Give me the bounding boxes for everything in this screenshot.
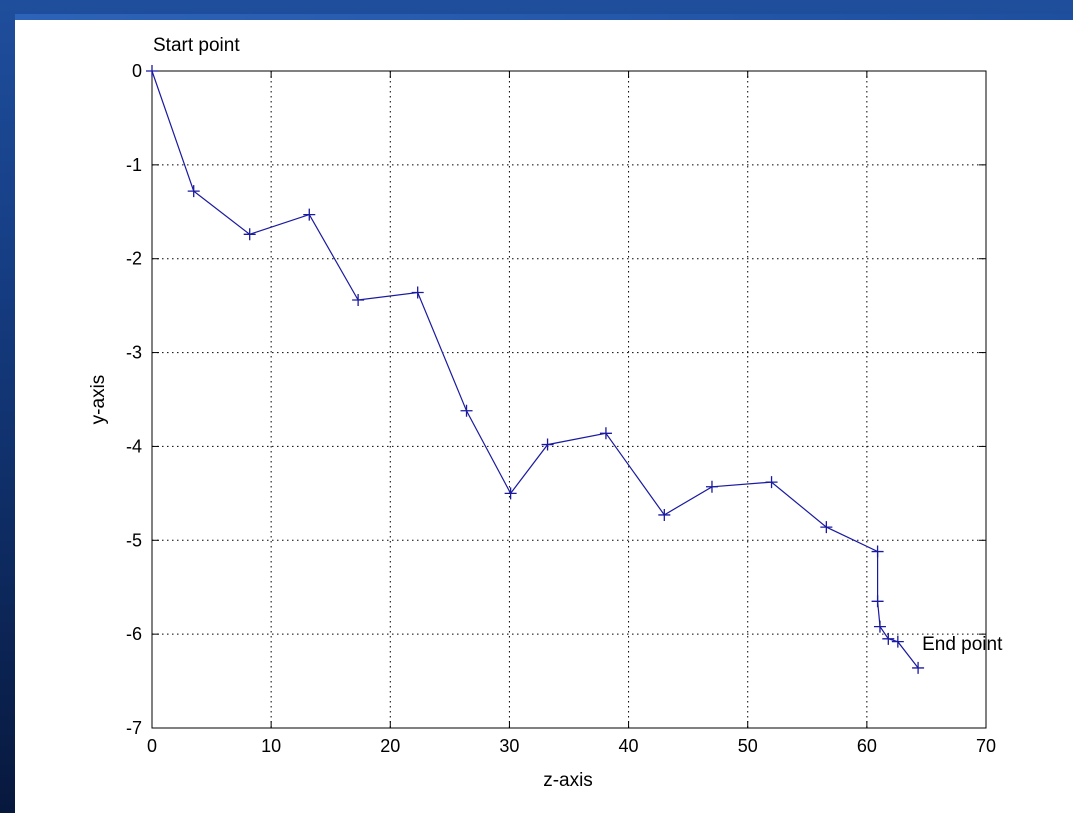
y-tick-label: -2 bbox=[126, 249, 142, 269]
x-tick-label: 10 bbox=[261, 736, 281, 756]
y-tick-label: -3 bbox=[126, 343, 142, 363]
x-tick-label: 70 bbox=[976, 736, 996, 756]
data-point bbox=[705, 480, 718, 493]
y-tick-label: -1 bbox=[126, 155, 142, 175]
series-line bbox=[151, 70, 919, 669]
data-point bbox=[541, 438, 554, 451]
figure-window bbox=[15, 14, 1073, 813]
data-point bbox=[352, 294, 365, 307]
start-point-label: Start point bbox=[153, 35, 240, 56]
x-tick-label: 40 bbox=[619, 736, 639, 756]
data-point bbox=[871, 595, 884, 608]
data-point bbox=[820, 521, 833, 534]
data-point bbox=[303, 208, 316, 221]
data-point bbox=[599, 427, 612, 440]
x-tick-label: 30 bbox=[499, 736, 519, 756]
y-axis-label: y-axis bbox=[88, 375, 109, 425]
data-point bbox=[873, 620, 886, 633]
data-point bbox=[765, 476, 778, 489]
end-point-label: End point bbox=[922, 634, 1003, 655]
y-tick-label: -6 bbox=[126, 624, 142, 644]
data-point bbox=[460, 404, 473, 417]
x-tick-label: 0 bbox=[147, 736, 157, 756]
y-tick-label: -4 bbox=[126, 436, 142, 456]
y-tick-label: 0 bbox=[132, 61, 142, 81]
grid-lines bbox=[152, 71, 986, 728]
x-tick-label: 60 bbox=[857, 736, 877, 756]
data-point bbox=[504, 487, 517, 500]
y-ticks: 0 -1 -2 -3 -4 -5 -6 -7 bbox=[126, 61, 986, 738]
y-tick-label: -5 bbox=[126, 530, 142, 550]
annotations: Start point End point bbox=[153, 35, 1003, 655]
data-point bbox=[882, 632, 895, 645]
data-point bbox=[243, 228, 256, 241]
data-point bbox=[912, 661, 925, 674]
series-trajectory bbox=[146, 65, 925, 674]
y-tick-label: -7 bbox=[126, 718, 142, 738]
plot-area bbox=[151, 70, 987, 729]
data-point bbox=[871, 545, 884, 558]
data-point bbox=[146, 65, 158, 77]
x-tick-label: 50 bbox=[738, 736, 758, 756]
data-point bbox=[891, 635, 904, 648]
data-point bbox=[187, 185, 200, 198]
x-tick-label: 20 bbox=[380, 736, 400, 756]
data-point bbox=[411, 286, 424, 299]
data-point bbox=[658, 508, 671, 521]
x-ticks: 0 10 20 30 40 50 60 70 bbox=[147, 71, 996, 756]
x-axis-label: z-axis bbox=[543, 770, 593, 791]
